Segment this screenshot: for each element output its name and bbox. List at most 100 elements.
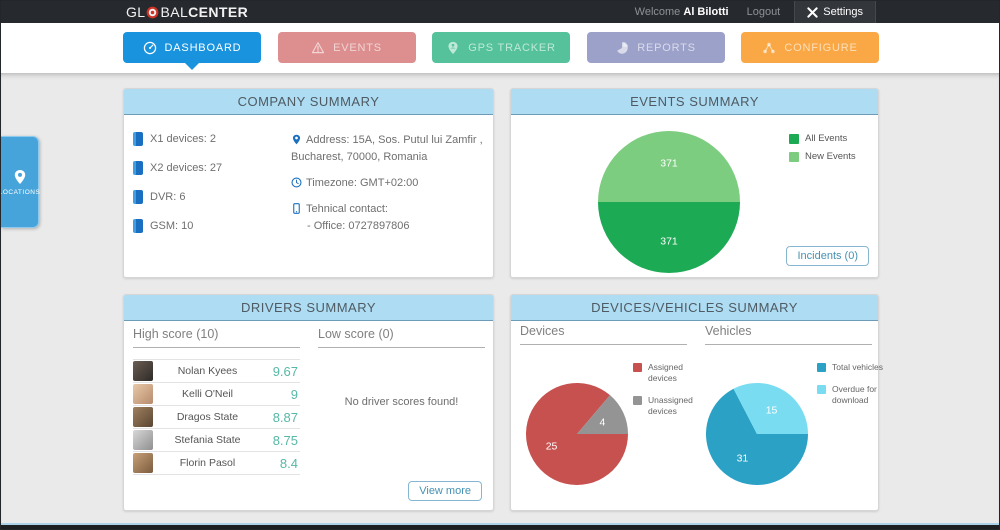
legend-item-unassigned[interactable]: Unassigned devices <box>633 395 706 417</box>
legend-swatch <box>817 385 826 395</box>
vehicles-pie-chart: 31 15 <box>706 383 808 485</box>
drivers-summary-panel: DRIVERS SUMMARY High score (10) Nolan Ky… <box>123 294 494 511</box>
driver-avatar <box>133 384 153 404</box>
view-more-button[interactable]: View more <box>408 481 482 501</box>
welcome-text: Welcome Al Bilotti <box>634 6 729 18</box>
tab-events[interactable]: EVENTS <box>277 32 416 63</box>
footer-bar <box>1 523 999 529</box>
devices-vehicles-summary-panel: DEVICES/VEHICLES SUMMARY Devices Vehicle… <box>510 294 883 511</box>
svg-text:371: 371 <box>660 236 678 248</box>
svg-text:25: 25 <box>546 440 558 452</box>
legend-swatch <box>817 363 826 372</box>
legend-item-all-events[interactable]: All Events <box>789 133 856 144</box>
tools-icon <box>807 6 818 18</box>
tab-label: EVENTS <box>333 41 382 54</box>
company-timezone: Timezone: GMT+02:00 <box>291 175 483 192</box>
device-icon <box>133 161 143 175</box>
legend-item-assigned[interactable]: Assigned devices <box>633 362 706 384</box>
legend-swatch <box>789 134 799 144</box>
driver-avatar <box>133 361 153 381</box>
incidents-button[interactable]: Incidents (0) <box>786 246 869 266</box>
logo-text-bal: BAL <box>160 4 189 20</box>
svg-text:15: 15 <box>766 405 778 417</box>
gauge-icon <box>143 41 156 54</box>
panel-title: DRIVERS SUMMARY <box>124 295 493 321</box>
device-count-item: X2 devices: 27 <box>133 161 291 175</box>
settings-button[interactable]: Settings <box>794 1 876 23</box>
logo-text-gl: GL <box>126 4 146 20</box>
person-pin-icon <box>448 41 458 54</box>
device-count-item: DVR: 6 <box>133 190 291 204</box>
driver-avatar <box>133 430 153 450</box>
device-icon <box>133 219 143 233</box>
tab-reports[interactable]: REPORTS <box>586 32 725 63</box>
company-contact-info: Address: 15A, Sos. Putul lui Zamfir , Bu… <box>291 132 483 248</box>
tab-dashboard[interactable]: DASHBOARD <box>123 32 261 63</box>
panel-title: EVENTS SUMMARY <box>511 89 878 115</box>
panel-title: DEVICES/VEHICLES SUMMARY <box>511 295 878 321</box>
legend-item-new-events[interactable]: New Events <box>789 151 856 162</box>
nav-strip: DASHBOARD EVENTS GPS TRACKER <box>1 23 999 73</box>
vehicles-legend: Total vehicles Overdue for download <box>817 362 890 417</box>
device-count-item: GSM: 10 <box>133 219 291 233</box>
vehicles-column: Vehicles <box>705 324 872 345</box>
device-icon <box>133 132 143 146</box>
legend-swatch <box>633 396 642 406</box>
events-pie-chart: 371 371 <box>598 131 740 273</box>
high-score-column: High score (10) Nolan Kyees 9.67 Kelli O… <box>133 327 300 475</box>
company-summary-panel: COMPANY SUMMARY X1 devices: 2 X2 devices… <box>123 88 494 278</box>
devices-column: Devices <box>520 324 687 345</box>
legend-item-total-vehicles[interactable]: Total vehicles <box>817 362 890 373</box>
tab-label: REPORTS <box>637 41 696 54</box>
logout-link[interactable]: Logout <box>746 6 781 18</box>
driver-row: Florin Pasol 8.4 <box>133 452 300 475</box>
tab-gps-tracker[interactable]: GPS TRACKER <box>432 32 570 63</box>
devices-header: Devices <box>520 324 687 345</box>
driver-score: 9.67 <box>272 363 298 379</box>
pie-chart-icon <box>617 41 629 54</box>
svg-text:371: 371 <box>660 157 678 169</box>
tab-label: DASHBOARD <box>164 41 242 54</box>
driver-score: 9 <box>290 386 298 402</box>
phone-icon <box>293 203 300 215</box>
top-bar-right: Welcome Al Bilotti Logout Settings <box>635 1 876 23</box>
tab-label: GPS TRACKER <box>468 41 556 54</box>
low-score-header: Low score (0) <box>318 327 485 348</box>
driver-avatar <box>133 453 153 473</box>
vehicles-header: Vehicles <box>705 324 872 345</box>
no-scores-message: No driver scores found! <box>344 396 459 408</box>
low-score-column: Low score (0) No driver scores found! <box>318 327 485 408</box>
tab-configure[interactable]: CONFIGURE <box>741 32 879 63</box>
svg-text:4: 4 <box>600 417 606 429</box>
devices-legend: Assigned devices Unassigned devices <box>633 362 706 428</box>
warning-icon <box>311 41 325 53</box>
driver-score: 8.4 <box>279 455 298 471</box>
logo-text-center: CENTER <box>188 4 249 20</box>
company-contact: Tehnical contact: - Office: 0727897806 <box>291 201 483 235</box>
username: Al Bilotti <box>683 6 729 18</box>
clock-icon <box>291 177 302 188</box>
driver-avatar <box>133 407 153 427</box>
driver-list: Nolan Kyees 9.67 Kelli O'Neil 9 Dragos S… <box>133 359 300 475</box>
app-logo: GL BAL CENTER <box>126 1 248 23</box>
driver-row: Nolan Kyees 9.67 <box>133 360 300 383</box>
locations-label: LOCATIONS <box>0 188 41 196</box>
tab-label: CONFIGURE <box>784 41 858 54</box>
nav-tabs: DASHBOARD EVENTS GPS TRACKER <box>123 32 879 63</box>
devices-pie-chart: 25 4 <box>526 383 628 485</box>
nodes-icon <box>763 42 776 53</box>
legend-swatch <box>633 363 642 372</box>
locations-side-tab[interactable]: LOCATIONS <box>0 136 41 228</box>
company-office-phone: - Office: 0727897806 <box>307 220 410 233</box>
map-pin-icon <box>14 169 25 184</box>
driver-score: 8.75 <box>272 432 298 448</box>
map-pin-icon <box>292 134 301 145</box>
device-icon <box>133 190 143 204</box>
company-device-counts: X1 devices: 2 X2 devices: 27 DVR: 6 GSM:… <box>133 132 291 248</box>
company-body: X1 devices: 2 X2 devices: 27 DVR: 6 GSM:… <box>124 115 493 248</box>
driver-row: Stefania State 8.75 <box>133 429 300 452</box>
high-score-header: High score (10) <box>133 327 300 348</box>
legend-item-overdue[interactable]: Overdue for download <box>817 384 890 406</box>
panel-title: COMPANY SUMMARY <box>124 89 493 115</box>
